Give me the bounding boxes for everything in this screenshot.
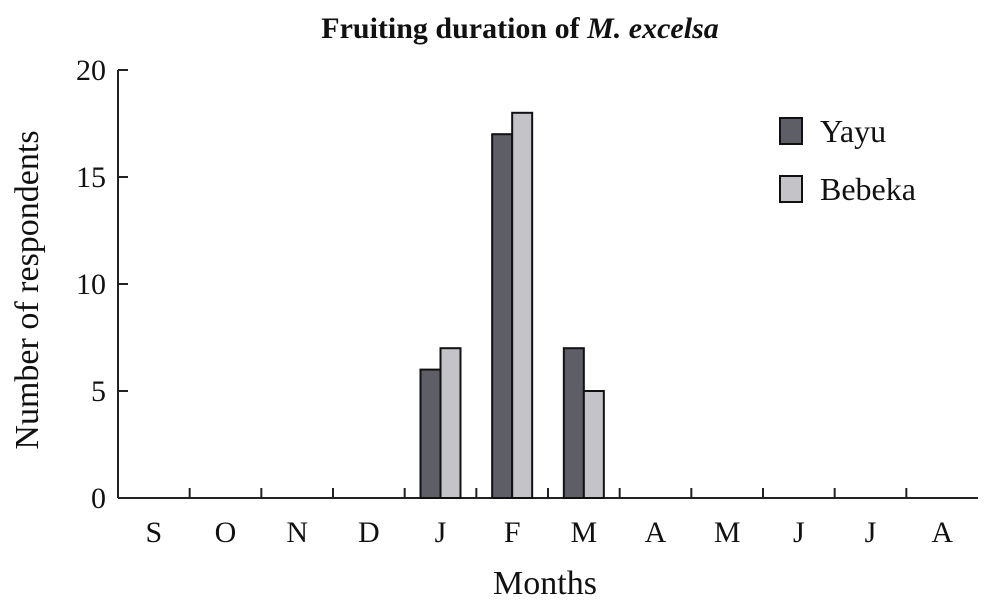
bar-yayu-j-4 [419, 368, 442, 499]
x-tick-label: A [931, 516, 953, 549]
bar-bebeka-m-6 [582, 390, 605, 499]
bar-yayu-m-6 [562, 347, 585, 500]
x-tick-label: D [358, 516, 380, 549]
x-axis-label: Months [493, 565, 597, 602]
x-tick-label: J [865, 516, 877, 549]
bars [419, 111, 605, 500]
bar-yayu-f-5 [491, 133, 514, 499]
y-tick-label: 0 [91, 482, 106, 515]
chart-title: Fruiting duration of M. excelsa [321, 12, 719, 45]
chart-title-species: M. excelsa [586, 12, 719, 45]
y-tick-label: 15 [76, 161, 106, 194]
x-tick-label: O [215, 516, 237, 549]
x-tick-label: M [714, 516, 741, 549]
x-tick-label: J [435, 516, 447, 549]
legend-swatch-yayu [779, 117, 803, 145]
y-tick-label: 20 [76, 54, 106, 87]
y-tick-label: 10 [76, 268, 106, 301]
x-tick-label: N [286, 516, 308, 549]
x-tick-label: A [645, 516, 667, 549]
legend-label-bebeka: Bebeka [820, 171, 916, 207]
y-axis-label: Number of respondents [9, 130, 46, 449]
y-ticks: 0 5 10 15 20 [76, 54, 128, 515]
x-tick-label: M [570, 516, 597, 549]
legend-swatch-bebeka [779, 175, 803, 203]
y-tick-label: 5 [91, 375, 106, 408]
legend: Yayu Bebeka [779, 113, 916, 207]
chart-title-main: Fruiting duration of [321, 12, 580, 45]
bar-bebeka-f-5 [511, 111, 534, 500]
x-tick-label: F [504, 516, 521, 549]
legend-label-yayu: Yayu [820, 113, 886, 149]
x-tick-label: S [145, 516, 162, 549]
bar-bebeka-j-4 [439, 347, 462, 500]
x-tick-label: J [793, 516, 805, 549]
